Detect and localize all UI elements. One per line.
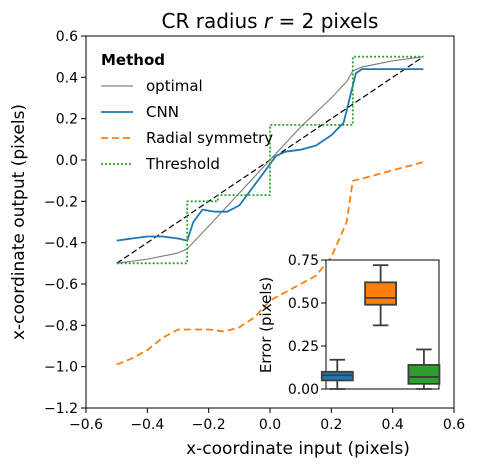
y-tick-label: −0.8 — [44, 318, 78, 334]
inset-y-tick-label: 0.00 — [288, 382, 319, 398]
inset-boxplot: 0.00 0.25 0.50 0.75 — [288, 253, 441, 398]
chart-title: CR radius r = 2 pixels — [162, 9, 379, 33]
legend-label: CNN — [146, 103, 179, 121]
x-tick-label: 0.6 — [443, 417, 465, 433]
series-line-radial-symmetry — [116, 161, 424, 366]
y-tick-label: −1.2 — [44, 401, 78, 417]
y-tick-label: −1.0 — [44, 360, 78, 376]
series-line-cnn — [116, 68, 424, 242]
x-tick-label: 0.0 — [259, 417, 281, 433]
y-axis-label: x-coordinate output (pixels) — [9, 104, 29, 340]
inset-y-axis-label: Error (pixels) — [257, 277, 275, 373]
series-line-optimal — [116, 56, 424, 264]
x-tick-label: 0.4 — [382, 417, 404, 433]
inset-y-tick-label: 0.25 — [288, 339, 319, 355]
legend-label: Threshold — [145, 155, 220, 173]
x-axis-label: x-coordinate input (pixels) — [186, 439, 410, 459]
inset-box — [364, 264, 398, 327]
plot-lines — [116, 55, 424, 366]
series-line-threshold — [116, 55, 424, 265]
x-tick-label: −0.2 — [192, 417, 226, 433]
inset-box — [407, 348, 441, 390]
inset-y-tick-label: 0.75 — [288, 253, 319, 269]
y-tick-label: −0.6 — [44, 277, 78, 293]
y-tick-label: 0.6 — [56, 29, 78, 45]
iqr-box — [407, 364, 441, 385]
legend: Method optimal CNN Radial symmetry Threshold — [101, 51, 273, 173]
legend-label: optimal — [146, 77, 203, 95]
y-tick-label: 0.0 — [56, 153, 78, 169]
legend-title: Method — [101, 51, 165, 69]
main-plot-area: −0.6 −0.4 −0.2 0.0 0.2 0.4 0.6 −1.2 −1.0 −0.8 −0.6… — [44, 29, 465, 433]
x-tick-label: 0.2 — [320, 417, 342, 433]
inset-box — [320, 358, 354, 390]
iqr-box — [364, 281, 398, 306]
y-tick-label: −0.4 — [44, 236, 78, 252]
x-tick-label: −0.4 — [130, 417, 164, 433]
inset-y-tick-label: 0.50 — [288, 296, 319, 312]
y-tick-label: −0.2 — [44, 194, 78, 210]
legend-label: Radial symmetry — [146, 129, 273, 147]
y-tick-label: 0.4 — [56, 70, 78, 86]
y-tick-label: 0.2 — [56, 112, 78, 128]
x-tick-label: −0.6 — [69, 417, 103, 433]
